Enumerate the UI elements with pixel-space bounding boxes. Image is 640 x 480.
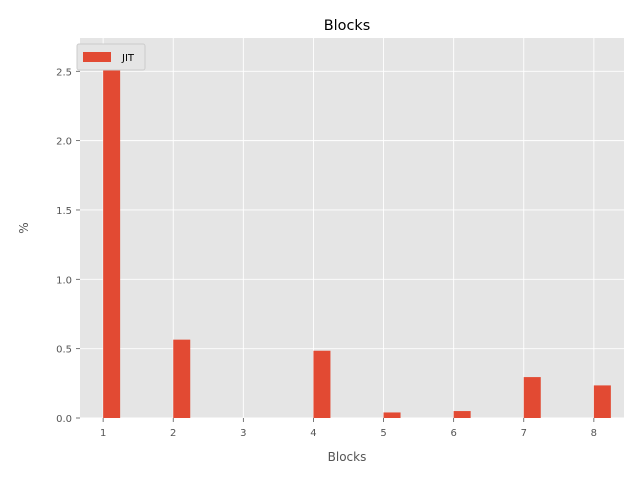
grid [80,38,624,419]
x-axis-label: Blocks [328,450,367,464]
y-tick-label: 2.5 [56,67,72,78]
y-ticks: 0.0 0.5 1.0 1.5 2.0 2.5 [56,67,80,425]
bars [103,56,611,418]
bar [523,377,541,418]
legend: JIT [76,43,146,71]
x-tick-label: 3 [240,428,246,439]
x-tick-label: 7 [521,428,527,439]
x-ticks: 1 2 3 4 5 6 7 8 [100,418,597,439]
x-tick-label: 8 [591,428,597,439]
legend-swatch [83,52,111,62]
x-tick-label: 6 [450,428,456,439]
x-tick-label: 4 [310,428,316,439]
y-tick-label: 1.5 [56,206,72,217]
x-tick-label: 2 [170,428,176,439]
y-tick-label: 2.0 [56,137,72,148]
bar [103,56,121,418]
y-tick-label: 1.0 [56,275,72,286]
bar [453,411,471,418]
y-tick-label: 0.0 [56,414,72,425]
x-tick-label: 5 [380,428,386,439]
chart-title: Blocks [324,18,370,34]
plot-background [80,38,624,418]
bar [173,339,191,418]
bar [593,385,611,418]
y-tick-label: 0.5 [56,345,72,356]
x-tick-label: 1 [100,428,106,439]
bar [383,412,401,418]
bar [313,350,331,418]
y-axis-label: % [17,222,31,233]
legend-label: JIT [121,53,135,64]
